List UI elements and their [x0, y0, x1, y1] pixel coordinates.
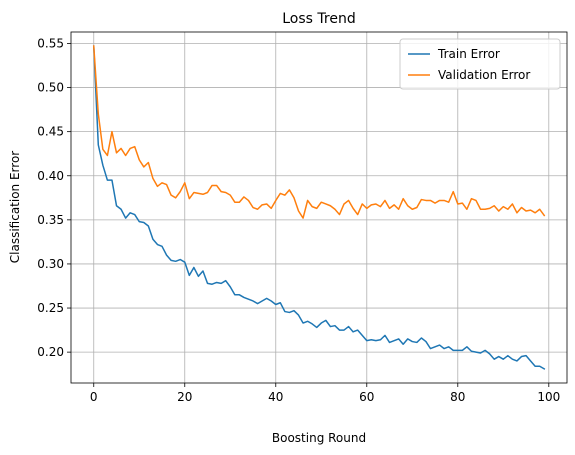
plot-frame: [70, 31, 568, 384]
x-tick-label: 100: [537, 390, 560, 404]
axis-ticks: 0 20 40 60 80 100 0.20 0.25 0.30 0.35 0.40 0.45 0.50…: [37, 36, 560, 404]
x-tick-label: 80: [450, 390, 465, 404]
legend-label: Train Error: [437, 47, 500, 61]
y-axis-label: Classification Error: [8, 151, 22, 264]
y-tick-label: 0.35: [37, 213, 64, 227]
y-tick-label: 0.20: [37, 345, 64, 359]
y-tick-label: 0.30: [37, 257, 64, 271]
chart-title: Loss Trend: [282, 11, 355, 27]
legend-label: Validation Error: [438, 68, 530, 82]
x-tick-label: 20: [177, 390, 192, 404]
y-tick-label: 0.40: [37, 169, 64, 183]
x-tick-label: 40: [268, 390, 283, 404]
legend-box: [399, 38, 561, 90]
series-layer: [92, 45, 546, 370]
x-axis-label: Boosting Round: [272, 431, 366, 445]
y-tick-label: 0.50: [37, 81, 64, 95]
y-tick-label: 0.45: [37, 125, 64, 139]
y-tick-label: 0.25: [37, 301, 64, 315]
y-tick-label: 0.55: [37, 36, 64, 50]
legend: Train Error Validation Error: [399, 38, 561, 90]
x-tick-label: 60: [359, 390, 374, 404]
x-tick-label: 0: [90, 390, 98, 404]
series-line-validation-error: [92, 45, 546, 219]
series-line-train-error: [92, 45, 546, 370]
